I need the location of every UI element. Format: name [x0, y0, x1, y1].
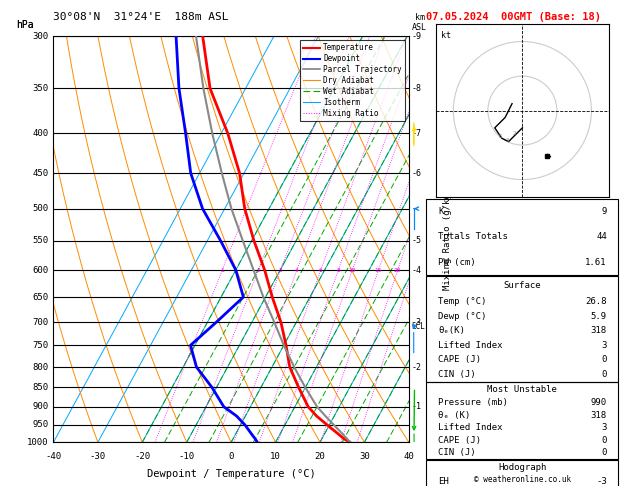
Text: 26.8: 26.8	[586, 297, 607, 306]
Text: hPa: hPa	[16, 20, 34, 30]
Text: 0: 0	[228, 452, 234, 461]
Text: 350: 350	[33, 84, 49, 93]
Text: 07.05.2024  00GMT (Base: 18): 07.05.2024 00GMT (Base: 18)	[426, 12, 601, 22]
Text: 20: 20	[314, 452, 325, 461]
Text: km
ASL: km ASL	[412, 13, 427, 33]
Text: 30: 30	[359, 452, 370, 461]
Text: Pressure (mb): Pressure (mb)	[438, 398, 508, 407]
Text: Lifted Index: Lifted Index	[438, 341, 503, 350]
Text: Mixing Ratio (g/kg): Mixing Ratio (g/kg)	[443, 188, 452, 291]
Text: 990: 990	[591, 398, 607, 407]
Legend: Temperature, Dewpoint, Parcel Trajectory, Dry Adiabat, Wet Adiabat, Isotherm, Mi: Temperature, Dewpoint, Parcel Trajectory…	[301, 40, 405, 121]
Text: Hodograph: Hodograph	[498, 463, 547, 471]
Text: 800: 800	[33, 363, 49, 372]
Text: CAPE (J): CAPE (J)	[438, 436, 481, 445]
Text: -5: -5	[412, 236, 421, 245]
Text: -30: -30	[90, 452, 106, 461]
Text: θₑ(K): θₑ(K)	[438, 326, 465, 335]
Text: -1: -1	[412, 402, 421, 411]
Text: Surface: Surface	[504, 280, 541, 290]
Text: 40: 40	[403, 452, 415, 461]
Text: 1: 1	[220, 268, 224, 273]
Text: -4: -4	[412, 265, 421, 275]
Text: kt: kt	[442, 31, 451, 40]
Text: 318: 318	[591, 411, 607, 420]
Text: 700: 700	[33, 317, 49, 327]
Text: Totals Totals: Totals Totals	[438, 232, 508, 242]
Text: 6: 6	[499, 134, 502, 139]
Text: 3: 3	[279, 268, 282, 273]
Text: 950: 950	[33, 420, 49, 430]
Text: θₑ (K): θₑ (K)	[438, 411, 470, 420]
Text: -3: -3	[596, 477, 607, 486]
Text: 300: 300	[33, 32, 49, 41]
Text: Temp (°C): Temp (°C)	[438, 297, 486, 306]
Text: Lifted Index: Lifted Index	[438, 423, 503, 432]
Text: 9: 9	[601, 208, 607, 216]
Text: hPa: hPa	[16, 20, 34, 30]
Text: 2: 2	[257, 268, 260, 273]
Text: CIN (J): CIN (J)	[438, 370, 476, 379]
Text: -2: -2	[412, 363, 421, 372]
Text: 5.9: 5.9	[591, 312, 607, 321]
Text: 8: 8	[337, 268, 340, 273]
Text: 750: 750	[33, 341, 49, 350]
Text: 900: 900	[33, 402, 49, 411]
Text: © weatheronline.co.uk: © weatheronline.co.uk	[474, 474, 571, 484]
Text: 3: 3	[506, 138, 509, 142]
Text: 0: 0	[601, 355, 607, 364]
Text: 400: 400	[33, 129, 49, 138]
Text: -3: -3	[412, 317, 421, 327]
Text: 15: 15	[375, 268, 382, 273]
Text: 6: 6	[319, 268, 323, 273]
Text: -8: -8	[412, 84, 421, 93]
Text: EH: EH	[438, 477, 448, 486]
Text: 0: 0	[601, 449, 607, 457]
Text: -7: -7	[412, 129, 421, 138]
Text: 1000: 1000	[27, 438, 49, 447]
Text: 550: 550	[33, 236, 49, 245]
Text: -6: -6	[412, 169, 421, 177]
Text: 650: 650	[33, 293, 49, 301]
Text: 600: 600	[33, 265, 49, 275]
Text: PW (cm): PW (cm)	[438, 258, 476, 266]
Text: 450: 450	[33, 169, 49, 177]
Text: 500: 500	[33, 204, 49, 213]
Text: 20: 20	[394, 268, 401, 273]
Text: Dewp (°C): Dewp (°C)	[438, 312, 486, 321]
Text: 44: 44	[596, 232, 607, 242]
Text: 0: 0	[601, 370, 607, 379]
Text: 10: 10	[348, 268, 356, 273]
Text: 3: 3	[601, 423, 607, 432]
Text: 0: 0	[601, 436, 607, 445]
Text: Dewpoint / Temperature (°C): Dewpoint / Temperature (°C)	[147, 469, 316, 479]
Text: Most Unstable: Most Unstable	[487, 385, 557, 394]
Text: -20: -20	[134, 452, 150, 461]
Text: 30°08'N  31°24'E  188m ASL: 30°08'N 31°24'E 188m ASL	[53, 12, 229, 22]
Text: CAPE (J): CAPE (J)	[438, 355, 481, 364]
Text: CIN (J): CIN (J)	[438, 449, 476, 457]
Text: 3: 3	[601, 341, 607, 350]
Text: 1.61: 1.61	[586, 258, 607, 266]
Text: LCL: LCL	[412, 322, 426, 331]
Text: -40: -40	[45, 452, 62, 461]
Text: 10: 10	[270, 452, 281, 461]
Text: K: K	[438, 208, 443, 216]
Text: 318: 318	[591, 326, 607, 335]
Text: 850: 850	[33, 383, 49, 392]
Text: 4: 4	[295, 268, 299, 273]
Text: 2: 2	[513, 131, 516, 136]
Text: -9: -9	[412, 32, 421, 41]
Text: -10: -10	[179, 452, 195, 461]
